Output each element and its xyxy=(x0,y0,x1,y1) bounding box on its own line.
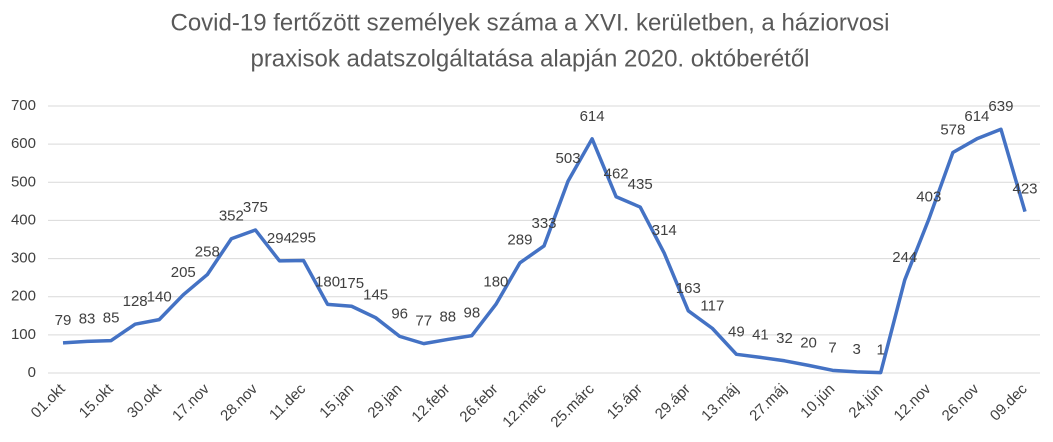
x-tick-label: 15.ápr xyxy=(604,381,646,423)
chart-title: Covid-19 fertőzött személyek száma a XVI… xyxy=(171,9,890,36)
data-label: 375 xyxy=(243,199,268,216)
data-label: 163 xyxy=(676,280,701,297)
y-tick-label: 500 xyxy=(11,173,36,190)
data-label: 180 xyxy=(315,273,340,290)
data-label: 145 xyxy=(363,287,388,304)
data-label: 180 xyxy=(483,273,508,290)
x-tick-label: 25.márc xyxy=(547,380,598,431)
x-tick-label: 12.márc xyxy=(499,380,550,431)
data-label: 3 xyxy=(852,341,860,358)
y-tick-label: 600 xyxy=(11,135,36,152)
data-label: 117 xyxy=(700,297,724,314)
chart-title: praxisok adatszolgáltatása alapján 2020.… xyxy=(250,45,809,72)
data-label: 423 xyxy=(1012,181,1037,198)
x-tick-label: 13.máj xyxy=(698,381,742,425)
x-tick-label: 12.febr xyxy=(408,381,453,426)
x-tick-label: 26.febr xyxy=(456,381,501,426)
data-label: 639 xyxy=(988,98,1013,115)
data-label: 49 xyxy=(728,323,745,340)
data-label: 289 xyxy=(507,232,532,249)
x-tick-label: 17.nov xyxy=(169,380,213,424)
x-tick-label: 27.máj xyxy=(746,381,790,425)
data-label: 205 xyxy=(171,264,196,281)
data-label: 333 xyxy=(531,215,556,232)
y-tick-label: 100 xyxy=(11,326,36,343)
x-tick-label: 29.jan xyxy=(364,381,405,422)
data-label: 98 xyxy=(464,305,481,322)
data-label: 20 xyxy=(800,334,817,351)
data-label: 614 xyxy=(580,108,605,125)
data-label: 244 xyxy=(892,249,917,266)
data-label: 88 xyxy=(439,308,456,325)
data-label: 175 xyxy=(339,275,364,292)
x-tick-label: 09.dec xyxy=(987,380,1031,424)
data-label: 41 xyxy=(752,326,769,343)
y-tick-label: 200 xyxy=(11,288,36,305)
data-label: 578 xyxy=(940,122,965,139)
x-tick-label: 28.nov xyxy=(217,380,261,424)
data-label: 314 xyxy=(652,222,677,239)
data-label: 614 xyxy=(964,108,989,125)
data-label: 83 xyxy=(79,310,96,327)
data-label: 77 xyxy=(415,313,432,330)
x-tick-label: 15.jan xyxy=(316,381,357,422)
data-label: 140 xyxy=(147,289,172,306)
x-tick-label: 11.dec xyxy=(266,380,309,423)
y-tick-label: 400 xyxy=(11,211,36,228)
data-label: 7 xyxy=(828,339,836,356)
data-label: 435 xyxy=(628,176,653,193)
y-tick-label: 0 xyxy=(28,364,36,381)
data-line xyxy=(62,127,1027,375)
x-tick-label: 29.ápr xyxy=(652,381,694,423)
data-label: 352 xyxy=(219,208,244,225)
data-label: 403 xyxy=(916,188,941,205)
data-label: 128 xyxy=(123,293,148,310)
data-label: 96 xyxy=(391,305,408,322)
x-tick-label: 30.okt xyxy=(124,380,166,422)
data-label: 294 xyxy=(267,230,292,247)
data-label: 32 xyxy=(776,330,793,347)
x-tick-label: 24.jún xyxy=(845,381,886,422)
x-tick-label: 01.okt xyxy=(28,380,70,422)
data-label: 462 xyxy=(604,166,629,183)
data-label: 85 xyxy=(103,310,120,327)
data-label: 258 xyxy=(195,244,220,261)
y-tick-label: 300 xyxy=(11,250,36,267)
x-tick-label: 12.nov xyxy=(891,380,935,424)
x-tick-label: 26.nov xyxy=(939,380,983,424)
y-tick-label: 700 xyxy=(11,97,36,114)
data-label: 1 xyxy=(877,342,885,359)
data-label: 503 xyxy=(556,150,581,167)
data-label: 295 xyxy=(291,229,316,246)
x-tick-label: 15.okt xyxy=(76,380,118,422)
x-tick-label: 10.jún xyxy=(797,381,838,422)
data-label: 79 xyxy=(55,312,72,329)
